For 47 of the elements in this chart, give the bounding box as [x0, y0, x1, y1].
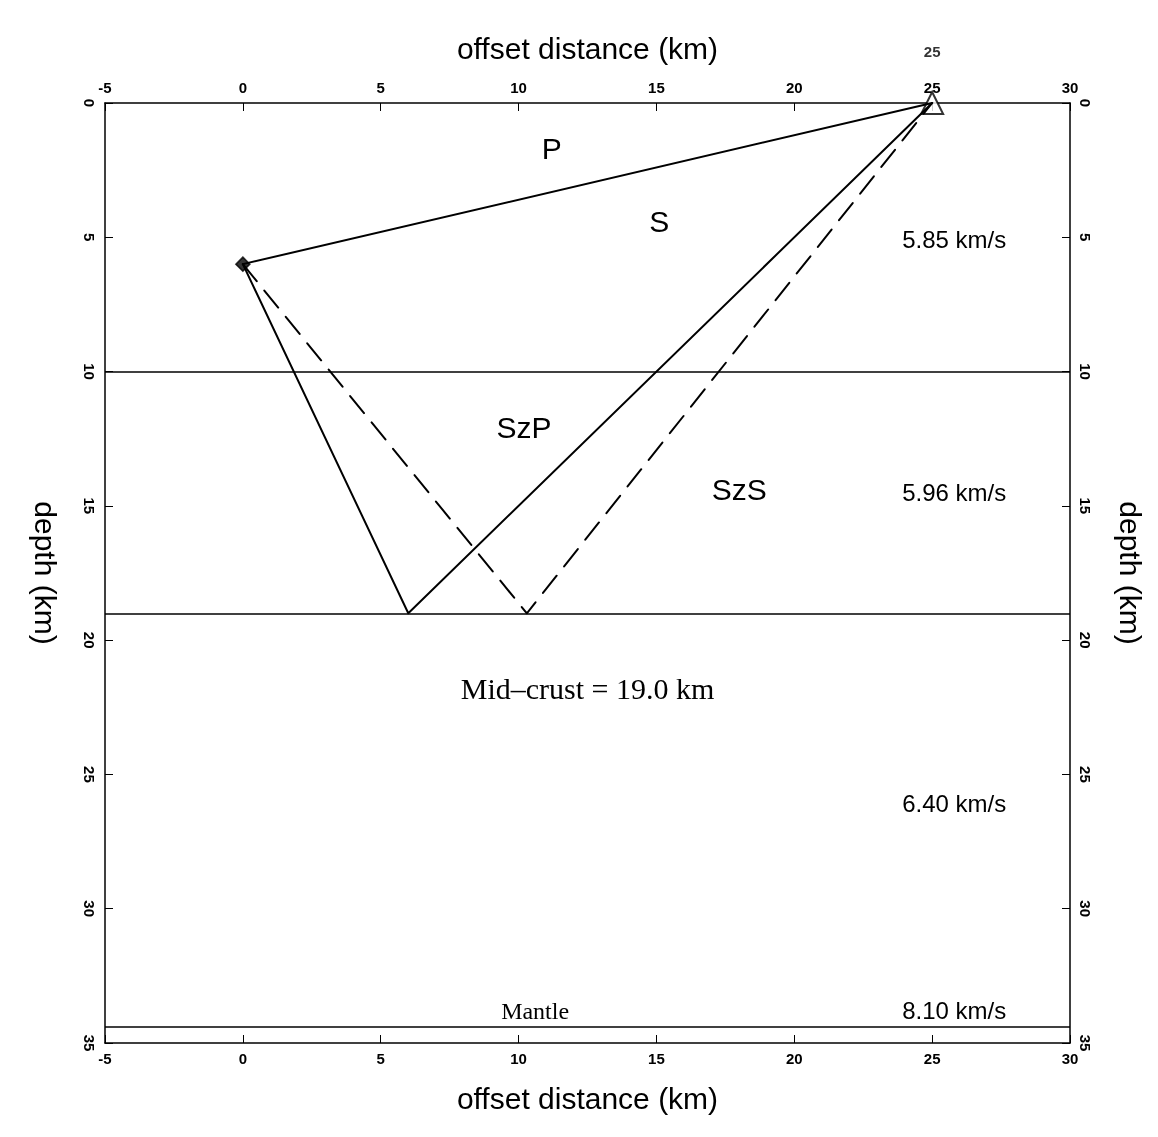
ref-line-label: Mid–crust = 19.0 km	[460, 671, 715, 705]
x-tick-label: 10	[510, 1050, 527, 1067]
y2-axis-title: depth (km)	[1113, 501, 1147, 645]
y-axis-title: depth (km)	[28, 501, 62, 645]
annotation: 5.85 km/s	[902, 226, 1007, 254]
annotation: 8.10 km/s	[902, 997, 1007, 1025]
y2-tick-label: 10	[1077, 363, 1094, 380]
y-tick-label: 20	[81, 631, 98, 649]
annotation: P	[541, 132, 562, 166]
y-tick-label: 25	[81, 766, 98, 783]
x-tick-label: 20	[785, 1050, 803, 1067]
y2-tick-label: 5	[1077, 233, 1094, 242]
annotation: S	[649, 204, 670, 238]
y-tick-label: 30	[81, 900, 98, 918]
x2-tick-label: 5	[376, 79, 385, 96]
y2-tick-label: 15	[1077, 497, 1094, 515]
text: 25	[923, 43, 941, 60]
x2-tick-label: 15	[648, 79, 665, 96]
y-tick-label: 35	[81, 1034, 98, 1052]
y2-tick-label: 20	[1077, 631, 1094, 649]
x2-tick-label: 30	[1061, 79, 1079, 96]
y-tick-label: 15	[81, 497, 98, 515]
x-tick-label: 0	[238, 1050, 248, 1067]
x2-tick-label: 25	[923, 79, 941, 96]
y-tick-label: 10	[81, 363, 98, 380]
x2-tick-label: -5	[98, 79, 112, 96]
x-tick-label: 25	[923, 1050, 941, 1067]
annotation: SzP	[496, 411, 552, 445]
y2-tick-label: 25	[1077, 766, 1094, 783]
y2-tick-label: 30	[1077, 900, 1094, 918]
annotation: SzS	[711, 473, 767, 507]
x-tick-label: 15	[648, 1050, 665, 1067]
x2-tick-label: 0	[238, 79, 248, 96]
x-tick-label: 30	[1061, 1050, 1079, 1067]
x2-tick-label: 10	[510, 79, 527, 96]
annotation: 6.40 km/s	[902, 790, 1007, 818]
annotation: Mantle	[501, 997, 570, 1024]
y2-tick-label: 0	[1077, 98, 1094, 108]
y-tick-label: 5	[81, 233, 98, 242]
x-tick-label: 5	[376, 1050, 385, 1067]
x-tick-label: -5	[98, 1050, 112, 1067]
x-axis-title: offset distance (km)	[456, 1081, 719, 1115]
y2-tick-label: 35	[1077, 1034, 1094, 1052]
annotation: 5.96 km/s	[902, 478, 1007, 506]
x2-tick-label: 20	[785, 79, 803, 96]
y-tick-label: 0	[81, 98, 98, 108]
x2-axis-title: offset distance (km)	[456, 31, 719, 65]
